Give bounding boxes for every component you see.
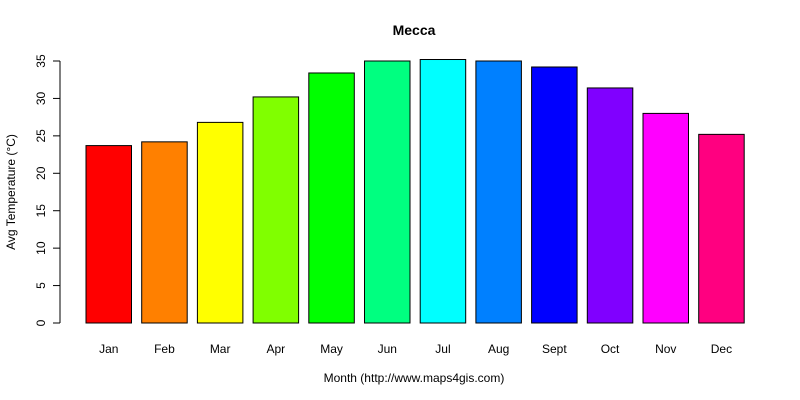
bar-feb <box>141 141 188 324</box>
y-axis: 0 5 10 15 20 25 30 35 <box>34 54 61 326</box>
y-tick-label: 10 <box>34 241 48 255</box>
x-tick-label: Apr <box>267 342 286 356</box>
x-tick-label: Dec <box>711 342 732 356</box>
x-tick-label: Oct <box>601 342 620 356</box>
bar-dec <box>698 133 745 324</box>
x-axis-labels: Jan Feb Mar Apr May Jun Jul Aug Sept Oct Nov Dec <box>99 342 732 356</box>
bar-apr <box>252 96 300 324</box>
y-tick-label: 30 <box>34 91 48 105</box>
chart-title: Mecca <box>393 22 436 38</box>
y-tick-label: 15 <box>34 204 48 218</box>
bar-aug <box>475 60 522 324</box>
x-tick-label: Feb <box>154 342 175 356</box>
x-tick-label: Sept <box>542 342 567 356</box>
y-tick-label: 0 <box>34 319 48 326</box>
x-tick-label: Aug <box>488 342 509 356</box>
x-tick-label: May <box>320 342 343 356</box>
x-axis-label: Month (http://www.maps4gis.com) <box>324 371 505 385</box>
bar-jan <box>85 145 132 324</box>
bar-may <box>308 72 355 324</box>
y-tick-label: 35 <box>34 54 48 68</box>
bar-nov <box>642 112 689 324</box>
x-tick-label: Jul <box>435 342 450 356</box>
y-axis-label: Avg Temperature (°C) <box>4 134 18 250</box>
bar-mar <box>196 121 244 324</box>
x-tick-label: Nov <box>655 342 676 356</box>
x-tick-label: Jun <box>378 342 397 356</box>
bar-jun <box>364 60 411 324</box>
bar-oct <box>586 87 634 324</box>
bar-sept <box>531 66 578 324</box>
bars-group <box>85 59 745 324</box>
y-tick-label: 20 <box>34 166 48 180</box>
x-tick-label: Jan <box>99 342 118 356</box>
bar-jul <box>419 59 467 324</box>
x-tick-label: Mar <box>210 342 231 356</box>
y-tick-label: 5 <box>34 282 48 289</box>
y-tick-label: 25 <box>34 129 48 143</box>
